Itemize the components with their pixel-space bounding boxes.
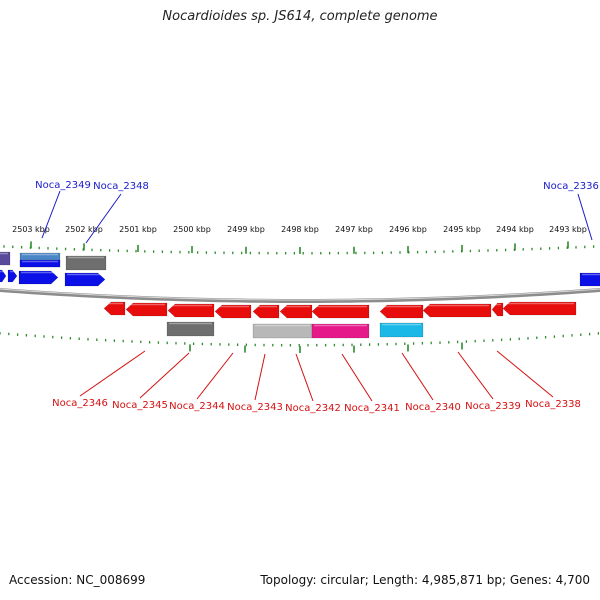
bottom-gene-leader: [496, 350, 554, 398]
gene-fwd-c: [18, 270, 59, 285]
bottom-gene-label: Noca_2341: [344, 403, 400, 414]
scale-label: 2497 kbp: [335, 225, 373, 234]
bottom-gene-leader: [295, 353, 314, 402]
gene-noca-2343: [252, 304, 280, 319]
gene-noca-2339: [422, 303, 492, 318]
gene-noca-2349-core: [19, 259, 61, 268]
scale-label: 2494 kbp: [496, 225, 534, 234]
gene-noca-2342: [279, 304, 313, 319]
gene-noca-2345: [167, 303, 215, 318]
scale-label: 2498 kbp: [281, 225, 319, 234]
bottom-gene-leader: [254, 353, 266, 401]
scale-label: 2503 kbp: [12, 225, 50, 234]
bottom-gene-label: Noca_2344: [169, 401, 225, 412]
top-gene-leader: [577, 193, 593, 241]
scale-label: 2501 kbp: [119, 225, 157, 234]
scale-label: 2502 kbp: [65, 225, 103, 234]
bottom-gene-leader: [457, 351, 494, 400]
top-gene-label: Noca_2336: [543, 181, 599, 192]
bottom-gene-leader: [79, 350, 146, 397]
top-gene-label: Noca_2348: [93, 181, 149, 192]
backbone-highlight: [0, 288, 600, 301]
gene-noca-2339-b: [491, 302, 504, 317]
gene-noca-2344: [214, 304, 252, 319]
top-gene-leader: [41, 190, 61, 239]
gene-noca-2350: [0, 251, 11, 266]
gene-noca-2344-row2: [166, 321, 215, 337]
genome-backbone: [0, 288, 600, 304]
scale-label: 2493 kbp: [549, 225, 587, 234]
scale-label: 2500 kbp: [173, 225, 211, 234]
bottom-gene-leader: [401, 352, 434, 401]
gene-noca-2336: [579, 272, 600, 287]
gene-fwd-a: [0, 269, 7, 283]
gene-noca-2345-a: [125, 302, 168, 317]
scale-label: 2496 kbp: [389, 225, 427, 234]
bottom-gene-label: Noca_2342: [285, 403, 341, 414]
bottom-gene-leader: [196, 352, 234, 400]
scale-label: 2499 kbp: [227, 225, 265, 234]
gene-noca-2346: [103, 301, 126, 316]
gene-noca-2340-row2: [379, 322, 424, 338]
gene-noca-2341: [311, 304, 370, 319]
genome-summary-text: Topology: circular; Length: 4,985,871 bp…: [260, 573, 590, 587]
top-gene-label: Noca_2349: [35, 180, 91, 191]
gene-noca-2348: [65, 255, 107, 271]
gene-noca-2341-row2: [311, 323, 370, 339]
gene-noca-2338: [502, 301, 577, 316]
bottom-gene-label: Noca_2345: [112, 400, 168, 411]
scale-label: 2495 kbp: [443, 225, 481, 234]
bottom-gene-label: Noca_2340: [405, 402, 461, 413]
bottom-gene-label: Noca_2346: [52, 398, 108, 409]
gene-fwd-b: [7, 269, 18, 283]
gene-noca-2340: [379, 304, 424, 319]
accession-text: Accession: NC_008699: [9, 573, 146, 587]
top-gene-leader: [85, 193, 122, 244]
bottom-gene-label: Noca_2343: [227, 402, 283, 413]
bottom-gene-leader: [139, 352, 190, 399]
bottom-gene-label: Noca_2339: [465, 401, 521, 412]
bottom-gene-label: Noca_2338: [525, 399, 581, 410]
map-title: Nocardioides sp. JS614, complete genome: [162, 9, 438, 24]
bottom-gene-leader: [341, 353, 373, 402]
gene-noca-2347: [64, 272, 106, 287]
